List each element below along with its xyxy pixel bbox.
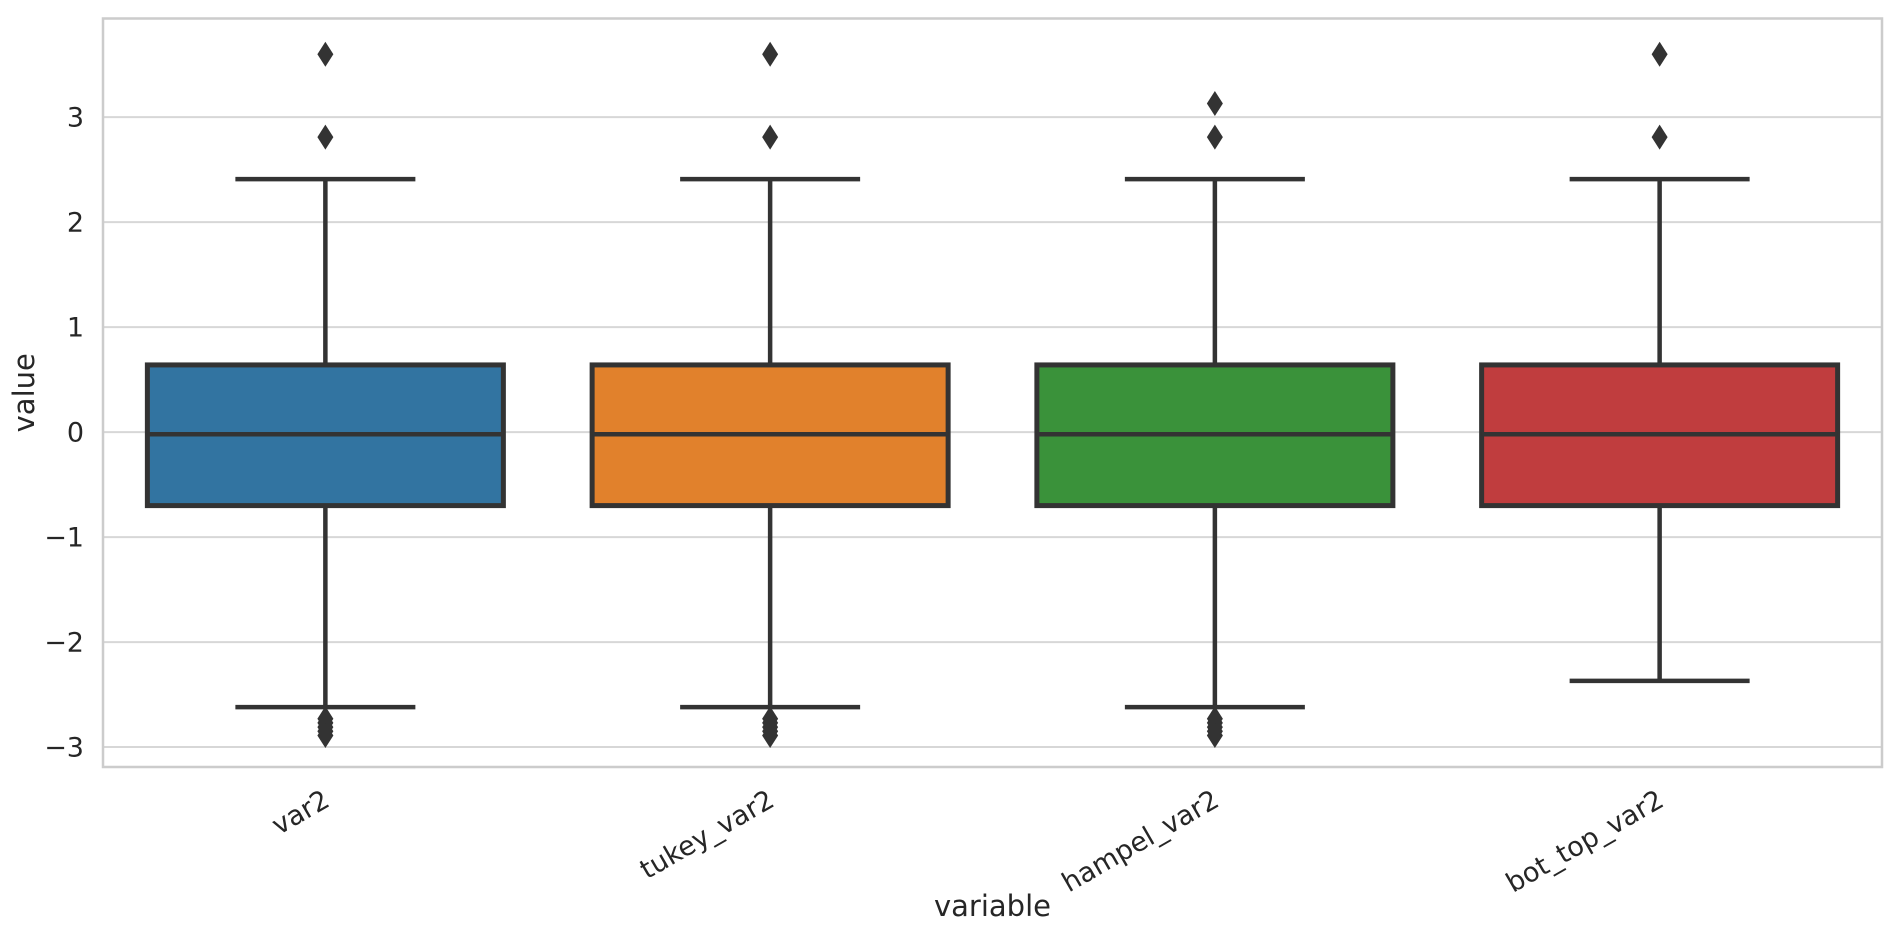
y-tick-label--2: −2 <box>44 628 84 659</box>
outlier-marker <box>762 124 779 150</box>
x-tick-label-bot_top_var2: bot_top_var2 <box>1501 784 1669 899</box>
outlier-marker <box>1206 124 1223 150</box>
y-axis-label: value <box>7 353 41 432</box>
outlier-marker <box>1206 723 1223 749</box>
outlier-marker <box>317 124 334 150</box>
y-tick-label-3: 3 <box>67 103 84 134</box>
y-tick-label--3: −3 <box>44 733 84 764</box>
box-group-hampel_var2 <box>1034 91 1396 749</box>
outlier-marker <box>317 41 334 67</box>
x-tick-labels: var2 tukey_var2 hampel_var2 bot_top_var2 <box>267 784 1669 899</box>
box-group-bot_top_var2 <box>1479 41 1841 684</box>
outlier-marker <box>762 41 779 67</box>
y-tick-label--1: −1 <box>44 523 84 554</box>
box-group-tukey_var2 <box>589 41 951 749</box>
x-tick-label-hampel_var2: hampel_var2 <box>1057 784 1225 899</box>
y-tick-label-0: 0 <box>67 418 84 449</box>
x-tick-label-var2: var2 <box>267 784 335 841</box>
x-tick-label-tukey_var2: tukey_var2 <box>635 784 780 885</box>
outlier-marker <box>317 723 334 749</box>
x-axis-label: variable <box>934 889 1051 923</box>
outlier-marker <box>1206 91 1223 117</box>
y-tick-label-2: 2 <box>67 208 84 239</box>
boxes <box>144 41 1841 749</box>
plot-border <box>101 17 1884 769</box>
outlier-marker <box>1651 41 1668 67</box>
y-tick-label-1: 1 <box>67 313 84 344</box>
y-tick-labels: 3 2 1 0 −1 −2 −3 <box>44 103 84 764</box>
box-group-var2 <box>144 41 506 749</box>
outlier-marker <box>1651 124 1668 150</box>
outlier-marker <box>762 723 779 749</box>
